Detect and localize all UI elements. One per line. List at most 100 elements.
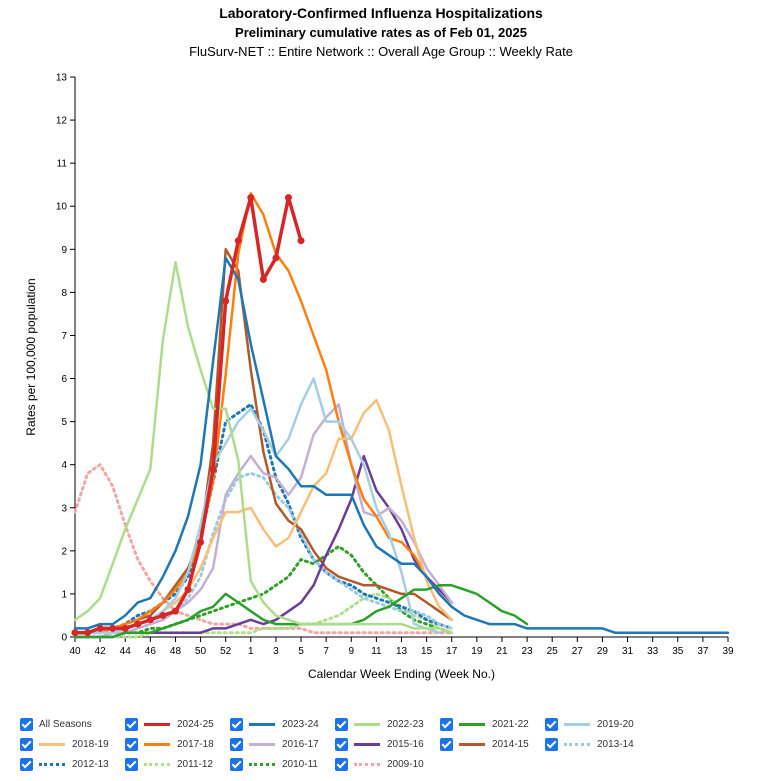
legend-swatch: [249, 722, 275, 726]
legend-item-2021-22[interactable]: 2021-22: [440, 714, 529, 734]
x-tick-label: 13: [396, 646, 408, 657]
data-point-2024-25: [247, 194, 255, 202]
data-point-2024-25: [171, 607, 179, 615]
data-point-2024-25: [184, 586, 192, 594]
x-tick-label: 33: [647, 646, 659, 657]
legend-item-2024-25[interactable]: 2024-25: [125, 714, 214, 734]
checkbox-checked-icon[interactable]: [335, 757, 348, 771]
legend-item-2014-15[interactable]: 2014-15: [440, 734, 529, 754]
legend-swatch: [564, 742, 590, 746]
checkbox-checked-icon[interactable]: [230, 737, 243, 751]
series-line-2014-15: [73, 248, 453, 634]
x-tick-label: 5: [298, 646, 304, 657]
legend-item-2022-23[interactable]: 2022-23: [335, 714, 424, 734]
legend-swatch: [144, 742, 170, 746]
checkbox-checked-icon[interactable]: [440, 737, 453, 751]
x-tick-label: 46: [145, 646, 157, 657]
legend-item-2017-18[interactable]: 2017-18: [125, 734, 214, 754]
data-point-2024-25: [146, 616, 154, 624]
season-legend: All Seasons 2024-25 2023-24 2022-23 2021-22 2…: [0, 712, 762, 781]
chart-titles: Laboratory-Confirmed Influenza Hospitali…: [0, 4, 762, 61]
data-point-2024-25: [234, 237, 242, 245]
legend-label: 2017-18: [177, 738, 214, 750]
legend-item-2019-20[interactable]: 2019-20: [545, 714, 634, 734]
y-tick-label: 10: [56, 202, 68, 213]
y-tick-label: 7: [61, 331, 67, 342]
data-point-2024-25: [96, 624, 104, 632]
legend-swatch: [144, 722, 170, 726]
x-tick-label: 40: [69, 646, 81, 657]
legend-item-2011-12[interactable]: 2011-12: [125, 754, 213, 774]
legend-swatch: [249, 762, 275, 766]
legend-swatch: [39, 742, 65, 746]
y-tick-label: 12: [56, 116, 68, 127]
x-tick-label: 3: [273, 646, 279, 657]
legend-item-2012-13[interactable]: 2012-13: [20, 754, 109, 774]
checkbox-checked-icon[interactable]: [20, 737, 33, 751]
chart-title: Laboratory-Confirmed Influenza Hospitali…: [219, 5, 543, 21]
data-point-2024-25: [84, 629, 92, 637]
checkbox-checked-icon[interactable]: [230, 757, 243, 771]
x-tick-label: 44: [120, 646, 132, 657]
data-point-2024-25: [71, 629, 79, 637]
data-point-2024-25: [109, 624, 117, 632]
x-tick-label: 19: [471, 646, 483, 657]
data-point-2024-25: [272, 254, 280, 262]
data-point-2024-25: [259, 275, 267, 283]
legend-item-all-seasons[interactable]: All Seasons: [20, 714, 92, 734]
checkbox-checked-icon[interactable]: [335, 737, 348, 751]
y-tick-label: 13: [56, 73, 68, 84]
checkbox-checked-icon[interactable]: [125, 757, 138, 771]
y-tick-label: 0: [61, 633, 67, 644]
chart-source-line: FluSurv-NET :: Entire Network :: Overall…: [189, 44, 573, 59]
series-line-2009-10: [73, 463, 454, 635]
legend-swatch: [354, 722, 380, 726]
legend-item-2013-14[interactable]: 2013-14: [545, 734, 634, 754]
y-tick-label: 4: [61, 460, 67, 471]
x-tick-label: 27: [572, 646, 584, 657]
checkbox-checked-icon[interactable]: [20, 757, 33, 771]
checkbox-checked-icon[interactable]: [335, 717, 348, 731]
x-tick-label: 42: [95, 646, 107, 657]
legend-item-2010-11[interactable]: 2010-11: [230, 754, 318, 774]
checkbox-checked-icon[interactable]: [125, 737, 138, 751]
data-point-2024-25: [197, 538, 205, 546]
y-tick-label: 1: [61, 589, 67, 600]
checkbox-checked-icon[interactable]: [20, 717, 33, 731]
legend-label: 2021-22: [492, 718, 529, 730]
legend-item-2009-10[interactable]: 2009-10: [335, 754, 424, 774]
x-tick-label: 1: [248, 646, 254, 657]
checkbox-checked-icon[interactable]: [440, 717, 453, 731]
legend-item-2016-17[interactable]: 2016-17: [230, 734, 319, 754]
legend-label: 2011-12: [177, 758, 213, 770]
legend-label: All Seasons: [39, 718, 92, 730]
legend-label: 2012-13: [72, 758, 109, 770]
checkbox-checked-icon[interactable]: [125, 717, 138, 731]
y-tick-label: 2: [61, 546, 67, 557]
checkbox-checked-icon[interactable]: [230, 717, 243, 731]
x-tick-label: 15: [421, 646, 433, 657]
checkbox-checked-icon[interactable]: [545, 717, 558, 731]
legend-item-2023-24[interactable]: 2023-24: [230, 714, 319, 734]
checkbox-checked-icon[interactable]: [545, 737, 558, 751]
y-tick-label: 11: [57, 159, 68, 170]
legend-swatch: [459, 722, 485, 726]
legend-label: 2016-17: [282, 738, 319, 750]
legend-label: 2022-23: [387, 718, 424, 730]
legend-label: 2018-19: [72, 738, 109, 750]
data-point-2024-25: [209, 465, 217, 473]
x-axis-label: Calendar Week Ending (Week No.): [308, 667, 495, 681]
x-tick-label: 23: [522, 646, 534, 657]
x-tick-label: 11: [371, 646, 382, 657]
x-tick-label: 7: [323, 646, 329, 657]
legend-label: 2019-20: [597, 718, 634, 730]
legend-item-2015-16[interactable]: 2015-16: [335, 734, 424, 754]
series-line-2011-12: [73, 592, 454, 639]
y-tick-label: 5: [61, 417, 67, 428]
legend-label: 2014-15: [492, 738, 529, 750]
x-tick-label: 9: [348, 646, 354, 657]
y-tick-label: 3: [61, 503, 67, 514]
legend-item-2018-19[interactable]: 2018-19: [20, 734, 109, 754]
chart-subtitle: Preliminary cumulative rates as of Feb 0…: [235, 25, 527, 40]
